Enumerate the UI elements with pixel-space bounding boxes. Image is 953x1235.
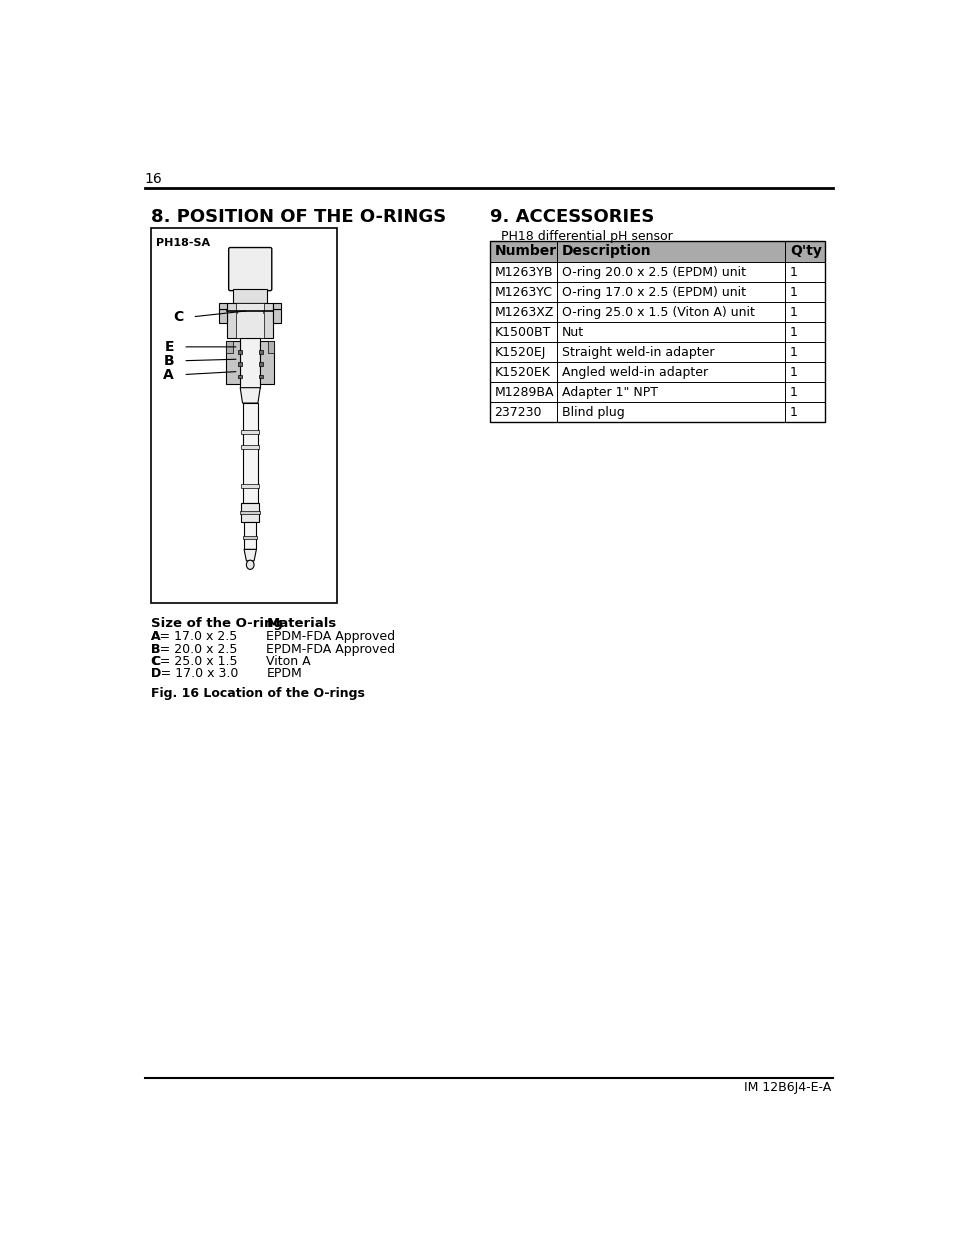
Bar bbox=[237, 362, 241, 366]
Text: M1263YB: M1263YB bbox=[494, 266, 552, 279]
Text: Angled weld-in adapter: Angled weld-in adapter bbox=[561, 366, 707, 379]
Text: 9. ACCESSORIES: 9. ACCESSORIES bbox=[489, 209, 654, 226]
Bar bbox=[235, 311, 237, 314]
Text: 1: 1 bbox=[789, 346, 797, 358]
Bar bbox=[241, 503, 259, 522]
Bar bbox=[151, 227, 336, 603]
Text: Adapter 1" NPT: Adapter 1" NPT bbox=[561, 385, 658, 399]
Bar bbox=[244, 522, 256, 550]
Text: Description: Description bbox=[561, 245, 651, 258]
Text: M1289BA: M1289BA bbox=[494, 385, 554, 399]
Bar bbox=[241, 430, 259, 433]
Text: Viton A: Viton A bbox=[266, 655, 311, 668]
Text: 1: 1 bbox=[789, 385, 797, 399]
Bar bbox=[233, 289, 267, 303]
Bar bbox=[240, 511, 260, 514]
Polygon shape bbox=[240, 388, 260, 403]
Bar bbox=[489, 241, 557, 262]
Text: O-ring 25.0 x 1.5 (Viton A) unit: O-ring 25.0 x 1.5 (Viton A) unit bbox=[561, 306, 754, 319]
Text: A= 17.0 x 2.5: A= 17.0 x 2.5 bbox=[151, 630, 237, 643]
Bar bbox=[242, 403, 257, 503]
Text: 1: 1 bbox=[789, 366, 797, 379]
Text: D= 17.0 x 3.0: D= 17.0 x 3.0 bbox=[151, 667, 238, 680]
Text: Nut: Nut bbox=[561, 326, 583, 338]
Text: 1: 1 bbox=[789, 266, 797, 279]
Text: 1: 1 bbox=[789, 285, 797, 299]
Text: C: C bbox=[151, 655, 160, 668]
Bar bbox=[268, 341, 274, 353]
Bar bbox=[489, 241, 824, 422]
Bar bbox=[226, 341, 240, 384]
Text: 1: 1 bbox=[789, 406, 797, 419]
Bar bbox=[240, 337, 260, 388]
Text: K1500BT: K1500BT bbox=[494, 326, 550, 338]
Text: Fig. 16 Location of the O-rings: Fig. 16 Location of the O-rings bbox=[151, 687, 364, 700]
Text: O-ring 20.0 x 2.5 (EPDM) unit: O-ring 20.0 x 2.5 (EPDM) unit bbox=[561, 266, 745, 279]
Bar bbox=[237, 350, 241, 353]
Bar bbox=[274, 309, 281, 324]
Bar bbox=[237, 374, 241, 378]
Text: C= 25.0 x 1.5: C= 25.0 x 1.5 bbox=[151, 655, 237, 668]
Bar bbox=[227, 303, 274, 337]
Text: B: B bbox=[151, 642, 160, 656]
Ellipse shape bbox=[246, 561, 253, 569]
Bar bbox=[243, 536, 257, 540]
Text: EPDM: EPDM bbox=[266, 667, 302, 680]
Bar bbox=[236, 303, 264, 337]
Bar bbox=[260, 341, 274, 384]
Text: EPDM-FDA Approved: EPDM-FDA Approved bbox=[266, 630, 395, 643]
Text: 1: 1 bbox=[789, 306, 797, 319]
Bar bbox=[557, 241, 784, 262]
Text: 1: 1 bbox=[789, 326, 797, 338]
Bar bbox=[262, 311, 265, 314]
Text: 237230: 237230 bbox=[494, 406, 541, 419]
Polygon shape bbox=[244, 550, 256, 561]
Bar bbox=[226, 341, 233, 353]
Bar bbox=[241, 446, 259, 450]
Text: O-ring 17.0 x 2.5 (EPDM) unit: O-ring 17.0 x 2.5 (EPDM) unit bbox=[561, 285, 745, 299]
Text: IM 12B6J4-E-A: IM 12B6J4-E-A bbox=[743, 1081, 831, 1094]
Text: B: B bbox=[163, 353, 173, 368]
Text: 8. POSITION OF THE O-RINGS: 8. POSITION OF THE O-RINGS bbox=[151, 209, 446, 226]
Text: M1263YC: M1263YC bbox=[494, 285, 552, 299]
Text: C: C bbox=[172, 310, 183, 324]
Text: EPDM-FDA Approved: EPDM-FDA Approved bbox=[266, 642, 395, 656]
Bar bbox=[258, 362, 262, 366]
Bar bbox=[258, 374, 262, 378]
Text: PH18 differential pH sensor: PH18 differential pH sensor bbox=[500, 230, 672, 243]
Text: E: E bbox=[164, 340, 173, 354]
Text: Materials: Materials bbox=[266, 618, 336, 630]
Text: Q'ty: Q'ty bbox=[789, 245, 821, 258]
Text: Size of the O-ring: Size of the O-ring bbox=[151, 618, 282, 630]
Text: PH18-SA: PH18-SA bbox=[156, 238, 211, 248]
Text: D: D bbox=[151, 667, 161, 680]
Text: Blind plug: Blind plug bbox=[561, 406, 624, 419]
Text: 16: 16 bbox=[145, 172, 162, 186]
Text: Number: Number bbox=[494, 245, 556, 258]
Bar bbox=[219, 303, 227, 309]
FancyBboxPatch shape bbox=[229, 247, 272, 290]
Text: K1520EK: K1520EK bbox=[494, 366, 550, 379]
Text: M1263XZ: M1263XZ bbox=[494, 306, 553, 319]
Text: Straight weld-in adapter: Straight weld-in adapter bbox=[561, 346, 714, 358]
Text: B= 20.0 x 2.5: B= 20.0 x 2.5 bbox=[151, 642, 237, 656]
Bar bbox=[219, 309, 227, 324]
Bar bbox=[784, 241, 824, 262]
Bar bbox=[241, 484, 259, 488]
Bar bbox=[274, 303, 281, 309]
Text: A: A bbox=[163, 368, 173, 382]
Bar bbox=[258, 350, 262, 353]
Text: A: A bbox=[151, 630, 160, 643]
Text: K1520EJ: K1520EJ bbox=[494, 346, 545, 358]
